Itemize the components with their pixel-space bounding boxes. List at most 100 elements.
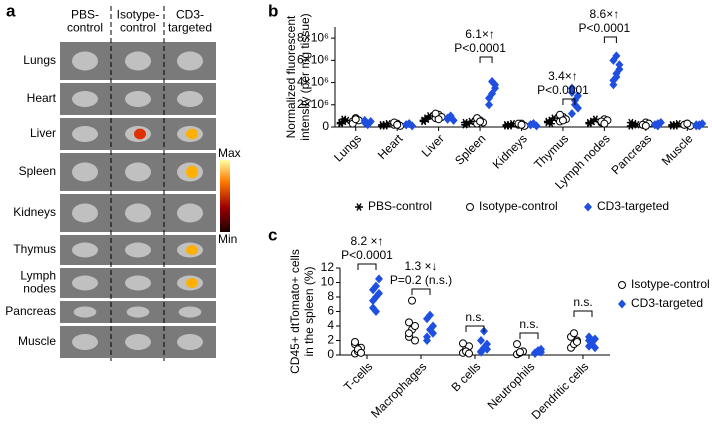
- x-tick-label: T-cells: [341, 359, 375, 393]
- organ: [125, 242, 151, 258]
- bracket: [573, 310, 593, 317]
- colorbar-min: Min: [218, 232, 237, 246]
- row-label: Muscle: [18, 334, 56, 348]
- y-tick-label: 4: [327, 318, 334, 332]
- legend-label: CD3-targeted: [631, 296, 703, 310]
- point: [375, 288, 383, 298]
- point: [505, 122, 514, 130]
- column-header: targeted: [168, 21, 212, 35]
- y-axis-title: in the spleen (%): [302, 266, 316, 356]
- annotation: 1.3 ×↓: [404, 259, 437, 273]
- point: [393, 120, 402, 129]
- point: [466, 203, 474, 211]
- annotation: P<0.0001: [537, 83, 589, 97]
- point: [483, 344, 491, 354]
- y-tick-label: 2×10⁶: [297, 97, 329, 111]
- organ: [125, 91, 151, 107]
- legend-label: PBS-control: [368, 199, 432, 213]
- y-tick-label: 10: [321, 275, 335, 289]
- point: [477, 336, 485, 345]
- bracket: [519, 332, 539, 339]
- point: [411, 322, 419, 330]
- column-header: PBS-: [71, 8, 99, 22]
- point: [405, 318, 413, 327]
- point: [516, 348, 524, 357]
- point: [355, 203, 363, 211]
- row-label: Liver: [30, 126, 56, 140]
- annotation: P<0.0001: [341, 248, 393, 262]
- colorbar-max: Max: [218, 146, 241, 160]
- panel-label: c: [268, 225, 277, 244]
- x-tick-label: Thymus: [531, 131, 571, 171]
- x-tick-label: Neutrophils: [485, 359, 538, 412]
- row-label: nodes: [23, 282, 56, 296]
- organ: [126, 306, 150, 318]
- bracket: [465, 325, 485, 332]
- point: [477, 347, 485, 357]
- x-tick-label: Dendritic cells: [529, 359, 592, 422]
- x-tick-label: Muscle: [659, 131, 696, 168]
- point: [434, 115, 443, 124]
- point: [357, 348, 365, 357]
- point: [567, 109, 576, 119]
- point: [698, 119, 707, 129]
- organ: [125, 334, 151, 350]
- point: [375, 274, 383, 284]
- point: [459, 339, 467, 348]
- point: [446, 111, 455, 121]
- signal: [186, 245, 198, 255]
- point: [573, 103, 582, 113]
- legend-label: Isotype-control: [631, 277, 710, 291]
- organ: [72, 203, 98, 223]
- organ: [72, 275, 98, 291]
- organ: [73, 306, 97, 318]
- point: [423, 336, 431, 345]
- x-tick-label: Kidneys: [490, 131, 530, 171]
- y-tick-label: 0: [327, 347, 334, 361]
- y-axis-title: intensity (per mg tissue): [298, 13, 312, 140]
- point: [372, 307, 380, 316]
- x-tick-label: Pancreas: [608, 131, 654, 177]
- signal: [186, 128, 198, 140]
- annotation: n.s.: [465, 310, 484, 324]
- signal: [134, 128, 146, 140]
- point: [600, 119, 609, 128]
- point: [612, 69, 621, 79]
- point: [683, 119, 692, 128]
- point: [529, 119, 538, 129]
- panel-label: a: [6, 1, 16, 20]
- point: [618, 281, 626, 289]
- point: [408, 296, 416, 305]
- point: [339, 115, 348, 124]
- annotation: n.s.: [573, 295, 592, 309]
- column-header: control: [67, 21, 103, 35]
- x-tick-label: Macrophages: [368, 359, 429, 420]
- point: [584, 202, 592, 212]
- row-label: Heart: [27, 91, 57, 105]
- organ: [72, 162, 98, 182]
- annotation: 8.2 ×↑: [350, 234, 383, 248]
- organ: [72, 126, 98, 142]
- bracket: [479, 56, 493, 63]
- y-tick-label: 2: [327, 333, 334, 347]
- row-label: Lymph: [20, 269, 56, 283]
- point: [612, 51, 621, 61]
- point: [429, 321, 437, 331]
- point: [351, 337, 359, 346]
- point: [517, 120, 526, 129]
- point: [464, 119, 473, 128]
- organ: [125, 162, 151, 182]
- bracket: [411, 288, 431, 295]
- point: [369, 296, 377, 306]
- point: [653, 121, 662, 131]
- organ: [177, 91, 203, 107]
- colorbar: [220, 160, 230, 232]
- point: [429, 328, 437, 338]
- x-tick-label: Heart: [375, 131, 406, 162]
- annotation: P=0.2 (n.s.): [390, 273, 452, 287]
- signal: [186, 165, 198, 179]
- point: [671, 122, 680, 130]
- point: [411, 336, 419, 345]
- row-label: Pancreas: [5, 304, 56, 318]
- annotation: n.s.: [519, 317, 538, 331]
